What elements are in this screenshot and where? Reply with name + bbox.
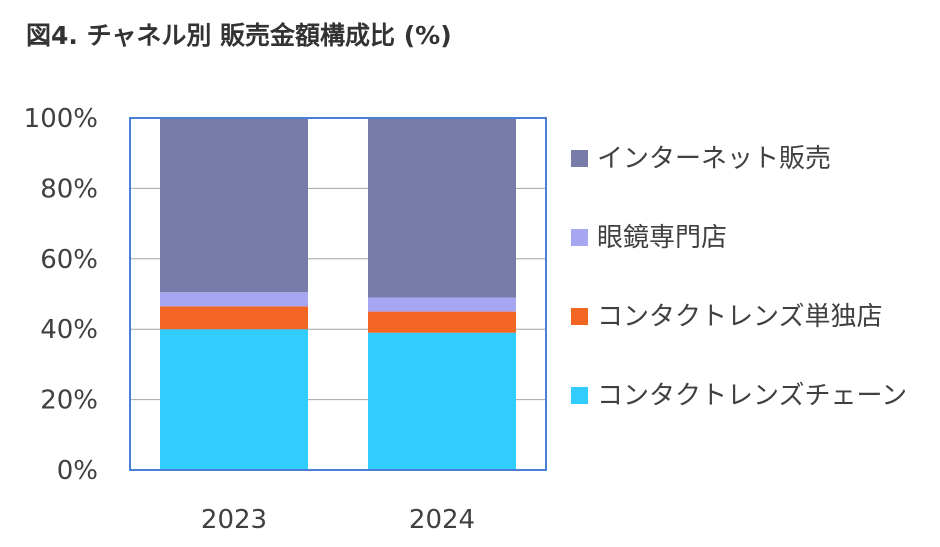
- plot-frame: [129, 117, 547, 471]
- legend-swatch: [571, 387, 588, 404]
- legend-label: コンタクトレンズ単独店: [597, 302, 882, 332]
- y-tick-label: 40%: [40, 315, 98, 345]
- bar-segment: [160, 118, 308, 293]
- bar-segment: [160, 292, 308, 307]
- bar-segment: [160, 329, 308, 470]
- legend-swatch: [571, 150, 588, 167]
- bar-segment: [368, 297, 516, 312]
- bar-segment: [368, 332, 516, 470]
- legend-swatch: [571, 308, 588, 325]
- legend-label: インターネット販売: [597, 144, 831, 174]
- x-tick-label: 2023: [201, 505, 267, 535]
- y-tick-label: 0%: [57, 456, 98, 486]
- y-tick-label: 80%: [40, 174, 98, 204]
- x-tick-label: 2024: [409, 505, 475, 535]
- x-axis-ticks: 2023 2024: [201, 505, 475, 535]
- y-tick-label: 20%: [40, 386, 98, 416]
- y-tick-label: 100%: [24, 104, 98, 134]
- legend-label: コンタクトレンズチェーン: [597, 381, 907, 411]
- chart-title: 図4. チャネル別 販売金額構成比 (%): [26, 21, 452, 50]
- y-tick-label: 60%: [40, 245, 98, 275]
- legend-swatch: [571, 229, 588, 246]
- bars: [160, 118, 516, 470]
- bar-segment: [368, 311, 516, 333]
- legend-label: 眼鏡専門店: [597, 223, 727, 253]
- bar-segment: [368, 118, 516, 298]
- bar-segment: [160, 306, 308, 330]
- y-axis-ticks: 0% 20% 40% 60% 80% 100%: [24, 104, 98, 486]
